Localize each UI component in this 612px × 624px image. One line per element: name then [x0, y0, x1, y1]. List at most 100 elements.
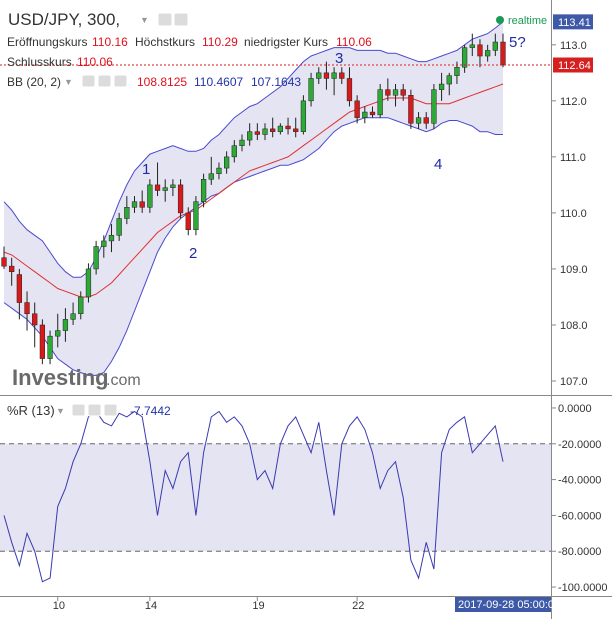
time-cursor-tag	[455, 597, 551, 612]
candle-body	[62, 319, 69, 331]
candle	[262, 123, 268, 141]
candle	[85, 263, 92, 303]
willr-settings-icon[interactable]	[71, 403, 86, 417]
candle-body	[101, 240, 107, 247]
candle-body	[500, 41, 506, 66]
candle	[392, 84, 399, 107]
candle	[116, 212, 122, 241]
price-axis[interactable]: 113.0 112.0 111.0 110.0 109.0 108.0 107.0	[551, 40, 588, 388]
candle	[254, 123, 260, 141]
candle-body	[185, 212, 191, 230]
candle-body	[477, 44, 483, 57]
settings-icon[interactable]	[157, 12, 173, 27]
candle	[446, 72, 452, 96]
symbol-title[interactable]: USD/JPY, 300,	[8, 10, 120, 29]
candle	[354, 95, 360, 124]
wave-label-1: 1	[142, 161, 150, 178]
candle-body	[461, 47, 468, 68]
candle-body	[9, 265, 15, 272]
candle	[438, 72, 445, 101]
time-axis-label: 14	[145, 600, 157, 612]
willr-dropdown-chevron-icon[interactable]: ▼	[56, 406, 65, 416]
candle	[208, 156, 214, 185]
candle	[78, 291, 84, 320]
watermark-suffix: .com	[106, 372, 141, 389]
willr-line	[3, 410, 504, 583]
candle	[485, 44, 491, 62]
candle	[323, 61, 330, 90]
candle-body	[262, 128, 268, 135]
candle	[193, 196, 199, 236]
candle	[300, 95, 307, 135]
candle	[423, 112, 429, 129]
bb-lower-line	[3, 117, 503, 376]
candle	[55, 313, 61, 348]
candle-body	[239, 139, 245, 146]
candle-body	[354, 100, 360, 118]
bb-gear-icon[interactable]	[97, 74, 112, 88]
open-value: 110.16	[92, 35, 128, 49]
time-axis-label: 22	[352, 600, 364, 612]
candle-body	[316, 72, 322, 79]
candle-body	[285, 125, 291, 130]
wave-label-4: 4	[434, 156, 442, 173]
wave-label-5: 5?	[509, 34, 526, 51]
candle-body	[446, 75, 452, 85]
candle-body	[431, 89, 437, 124]
candle-body	[492, 41, 498, 51]
willr-close-icon[interactable]	[103, 403, 118, 417]
willr-axis-label: -100.0000	[558, 582, 608, 594]
candle-body	[454, 66, 460, 76]
candle	[293, 117, 299, 138]
candle-body	[377, 89, 383, 116]
candle	[362, 106, 368, 124]
upper-band-price-tag: 113.41	[553, 14, 593, 30]
candle	[492, 33, 498, 57]
price-axis-label: 111.0	[560, 152, 586, 164]
bb-dropdown-chevron-icon[interactable]: ▼	[64, 77, 73, 87]
candle	[385, 78, 391, 101]
candle	[93, 240, 99, 275]
bb-middle-value: 110.4607	[194, 75, 243, 89]
candle	[47, 330, 53, 365]
bb-label[interactable]: BB (20, 2)	[7, 75, 61, 89]
willr-series	[3, 410, 504, 583]
candle	[469, 33, 475, 57]
candle-body	[32, 313, 38, 326]
candle-body	[308, 78, 314, 102]
candle	[346, 67, 353, 107]
willr-axis-label: -20.0000	[558, 439, 601, 451]
bb-lower-value: 107.1643	[251, 75, 301, 89]
low-label: niedrigster Kurs	[244, 35, 328, 49]
watermark-brand: Investing	[12, 365, 109, 390]
candle	[16, 268, 22, 320]
willr-axis-label: -80.0000	[558, 546, 601, 558]
price-axis-label: 108.0	[560, 320, 588, 332]
bb-close-icon[interactable]	[113, 74, 128, 88]
willr-axis[interactable]: 0.0000 -20.0000 -40.0000 -60.0000 -80.0000 -1…	[551, 403, 608, 594]
symbol-dropdown-chevron-icon[interactable]: ▼	[140, 15, 149, 25]
candle-body	[1, 257, 7, 267]
candle	[101, 235, 107, 258]
candle-body	[131, 201, 138, 208]
candle	[500, 33, 506, 68]
candle-body	[339, 72, 345, 79]
candle	[477, 39, 483, 68]
candle-body	[208, 173, 214, 180]
last-price-tag: 112.64	[553, 57, 593, 73]
willr-title[interactable]: %R (13)	[7, 403, 55, 418]
candle	[308, 72, 314, 107]
last-price-label: 112.64	[558, 60, 591, 72]
bb-settings-icon[interactable]	[81, 74, 96, 88]
willr-axis-label: 0.0000	[558, 403, 592, 415]
candle-body	[147, 184, 153, 208]
candle-body	[362, 111, 368, 118]
wave-label-2: 2	[189, 245, 197, 262]
time-axis[interactable]: 10 14 19 22	[53, 596, 365, 612]
willr-gear-icon[interactable]	[87, 403, 102, 417]
gear-icon[interactable]	[173, 12, 189, 27]
candle-body	[78, 296, 84, 315]
candle-body	[154, 184, 161, 191]
candle-body	[231, 145, 237, 158]
